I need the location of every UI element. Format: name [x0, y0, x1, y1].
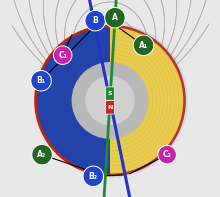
Text: B: B	[92, 16, 98, 25]
Circle shape	[83, 166, 103, 187]
Wedge shape	[110, 23, 188, 178]
Text: A₂: A₂	[37, 150, 47, 159]
Wedge shape	[110, 27, 183, 174]
FancyBboxPatch shape	[106, 101, 114, 114]
Text: C₁: C₁	[58, 51, 67, 60]
Text: N: N	[107, 105, 113, 110]
Text: B₂: B₂	[89, 172, 98, 181]
Circle shape	[133, 35, 154, 56]
Circle shape	[85, 76, 135, 125]
Circle shape	[158, 145, 176, 164]
Text: B₁: B₁	[37, 76, 46, 85]
Circle shape	[72, 62, 148, 139]
Text: C₂: C₂	[163, 150, 172, 159]
FancyBboxPatch shape	[106, 87, 114, 100]
Wedge shape	[37, 27, 110, 174]
Circle shape	[105, 7, 125, 28]
Circle shape	[34, 25, 186, 176]
Text: S: S	[108, 91, 112, 96]
Circle shape	[31, 71, 51, 91]
Text: A₁: A₁	[139, 41, 148, 50]
Text: A: A	[112, 13, 118, 22]
Circle shape	[53, 46, 72, 64]
Circle shape	[85, 10, 105, 31]
Circle shape	[32, 144, 52, 165]
